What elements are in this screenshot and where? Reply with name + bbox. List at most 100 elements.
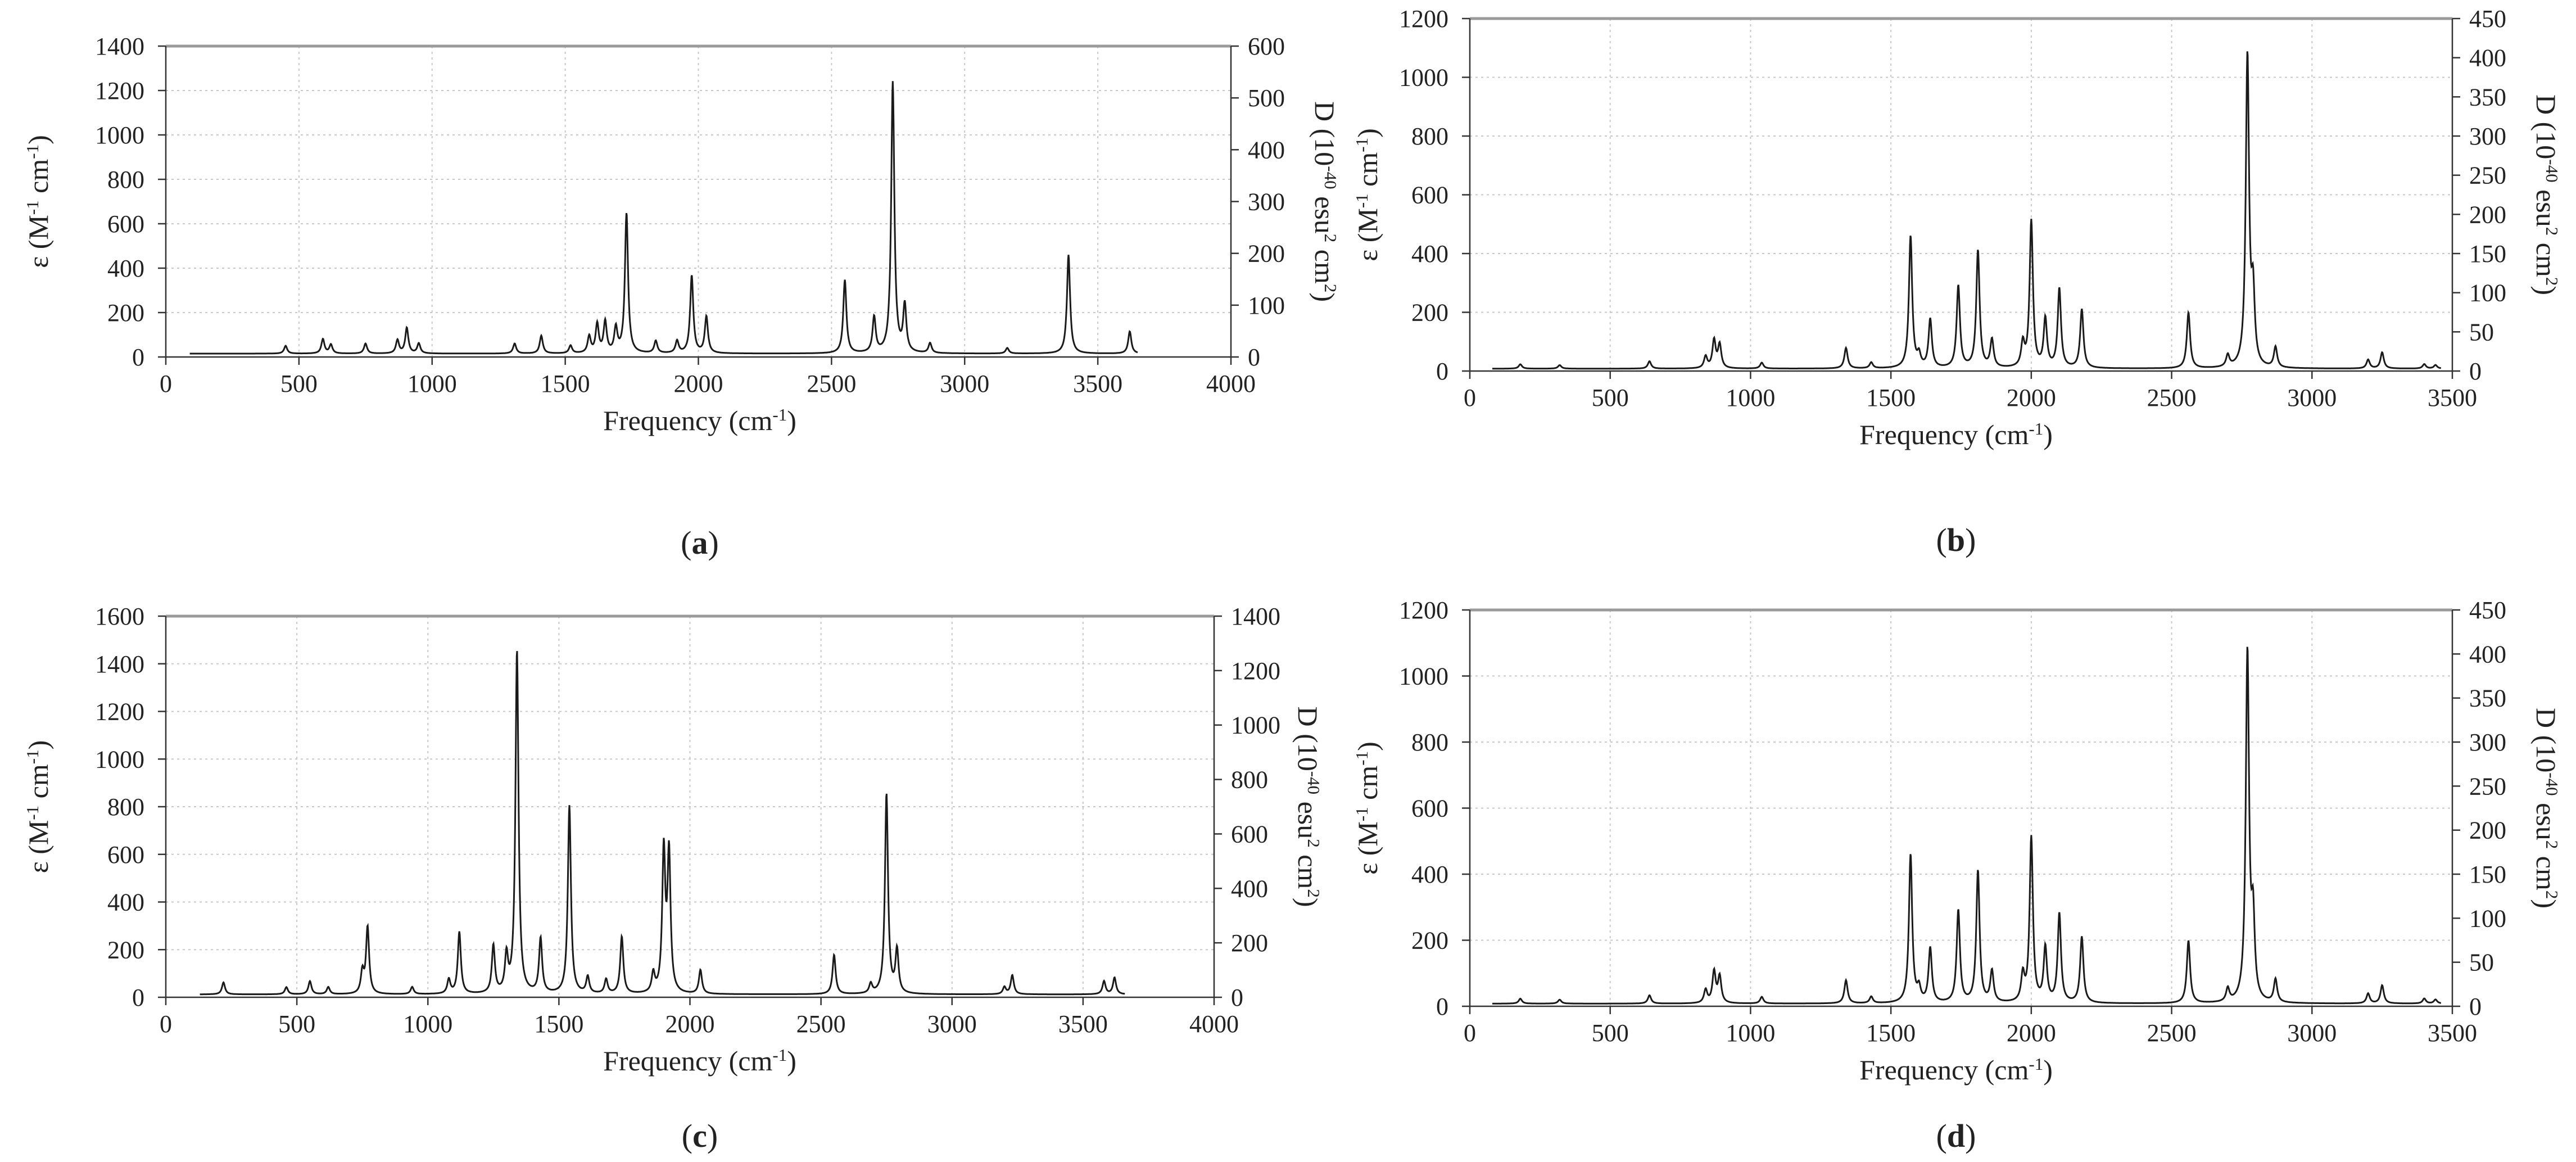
y-tick-label: 200 [1411,927,1448,955]
x-tick-label: 1000 [403,1010,452,1038]
y-tick-label: 1200 [1399,596,1448,624]
x-tick-label: 2000 [2007,384,2056,412]
x-tick-label: 2500 [796,1010,846,1038]
y-tick-label: 1000 [1399,64,1448,92]
y2-tick-label: 0 [1248,343,1260,371]
grid-d [1469,609,2453,1007]
y-tick-label: 0 [1436,993,1448,1020]
x-tick-label: 3500 [2428,384,2477,412]
y2-tick-label: 50 [2469,318,2494,346]
spectrum-line-b [1492,51,2441,370]
peak-markers-a [284,82,1131,349]
x-tick-label: 2500 [2147,384,2197,412]
peak-markers-c [223,650,1116,988]
y-tick-label: 0 [1436,358,1448,385]
x-tick-label: 3500 [1073,370,1122,397]
y2-tick-label: 1400 [1231,603,1280,630]
x-tick-label: 0 [1464,1019,1476,1047]
x-tick-label: 2000 [674,370,723,397]
x-tick-label: 2500 [807,370,856,397]
spectrum-line-d [1492,646,2441,1005]
y2-tick-label: 1200 [1231,657,1280,685]
y2-tick-label: 500 [1248,84,1285,112]
y2-tick-label: 0 [1231,984,1243,1011]
y2-tick-label: 350 [2469,83,2506,111]
y2-tick-label: 50 [2469,949,2494,976]
y-tick-label: 400 [107,889,144,916]
x-tick-label: 0 [160,370,172,397]
x-tick-label: 500 [1592,384,1629,412]
y-tick-label: 800 [107,793,144,821]
y2-tick-label: 250 [2469,772,2506,800]
grid-c [165,616,1215,998]
panel-b: 0 500 1000 1500 2000 2500 3000 3500020040060080… [1352,5,2563,558]
x-tick-label: 1000 [1726,1019,1775,1047]
x-tick-label: 4000 [1206,370,1256,397]
x-tick-label: 1000 [408,370,457,397]
y2-tick-label: 250 [2469,162,2506,189]
x-tick-label: 2500 [2147,1019,2197,1047]
panel-label: (b) [1936,522,1976,558]
y-tick-label: 800 [1411,123,1448,150]
y-axis-label: ε (M-1 cm-1) [1352,741,1384,875]
peak-markers-b [1519,56,2437,367]
y-tick-label: 400 [1411,240,1448,268]
y-tick-label: 1200 [95,698,144,726]
y-tick-label: 1200 [95,77,144,105]
x-axis-label: Frequency (cm-1) [1859,419,2053,451]
y-tick-label: 1400 [95,650,144,678]
y-axis-label: ε (M-1 cm-1) [22,135,55,268]
peak-point [1918,356,1920,358]
spectrum-line-c [200,650,1125,996]
x-tick-label: 0 [1464,384,1476,412]
x-tick-label: 2000 [665,1010,715,1038]
x-tick-label: 3000 [927,1010,977,1038]
y2-tick-label: 0 [2469,358,2482,385]
x-tick-label: 1500 [541,370,590,397]
x-tick-label: 4000 [1189,1010,1239,1038]
x-tick-label: 500 [278,1010,315,1038]
y2-tick-label: 200 [2469,201,2506,228]
y2-tick-label: 600 [1248,33,1285,60]
peak-point [1918,989,1920,992]
y2-tick-label: 150 [2469,861,2506,888]
y-tick-label: 1000 [95,745,144,773]
y-tick-label: 0 [132,343,144,371]
x-tick-label: 1500 [1866,1019,1916,1047]
panel-c: 0 500 1000 1500 2000 2500 3000 3500 400002004006… [22,603,1324,1154]
x-tick-label: 1500 [1866,384,1916,412]
y-tick-label: 400 [107,255,144,282]
y2-tick-label: 450 [2469,5,2506,33]
y2-tick-label: 1000 [1231,712,1280,739]
y2-tick-label: 600 [1231,820,1268,848]
y-tick-label: 1600 [95,603,144,630]
x-tick-label: 1500 [534,1010,583,1038]
y-tick-label: 600 [1411,795,1448,822]
y-tick-label: 600 [107,841,144,869]
y2-tick-label: 300 [1248,188,1285,216]
panel-label: (d) [1936,1118,1976,1154]
x-tick-label: 3000 [2287,1019,2337,1047]
x-tick-label: 0 [160,1010,172,1038]
y2-axis-label: D (10-40 esu2 cm2) [1309,101,1341,302]
y2-tick-label: 100 [1248,292,1285,319]
y2-tick-label: 400 [2469,640,2506,668]
y-tick-label: 800 [107,166,144,193]
y-tick-label: 200 [107,299,144,327]
y2-tick-label: 0 [2469,993,2482,1020]
x-tick-label: 3500 [2428,1019,2477,1047]
y-tick-label: 1000 [95,121,144,149]
panel-d: 0 500 1000 1500 2000 2500 3000 3500020040060080… [1352,596,2563,1154]
x-axis-label: Frequency (cm-1) [1859,1054,2053,1086]
y2-tick-label: 450 [2469,596,2506,624]
grid-b [1469,18,2453,372]
y2-tick-label: 200 [2469,817,2506,844]
y-tick-label: 200 [1411,299,1448,327]
x-tick-label: 3500 [1058,1010,1108,1038]
y-tick-label: 200 [107,936,144,964]
y2-axis-label: D (10-40 esu2 cm2) [2530,94,2563,295]
y-tick-label: 600 [1411,182,1448,209]
y-tick-label: 0 [132,984,144,1011]
x-tick-label: 3000 [940,370,989,397]
